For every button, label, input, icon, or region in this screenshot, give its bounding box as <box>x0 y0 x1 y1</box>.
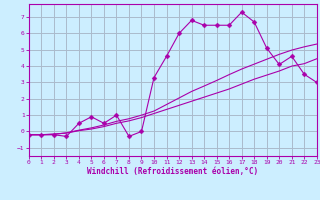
X-axis label: Windchill (Refroidissement éolien,°C): Windchill (Refroidissement éolien,°C) <box>87 167 258 176</box>
